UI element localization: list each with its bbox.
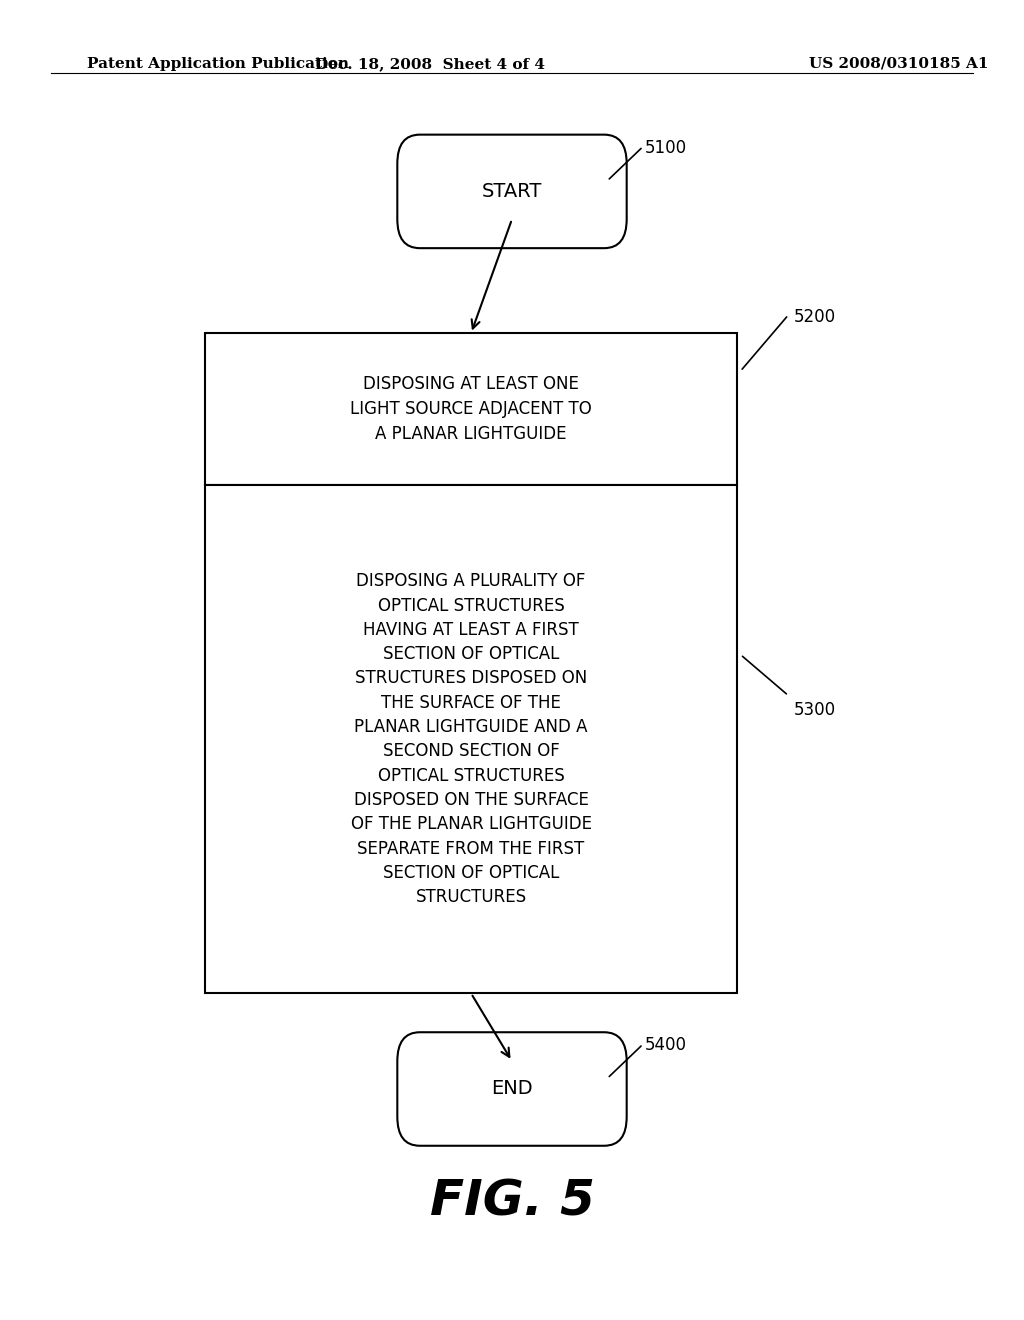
- Text: 5200: 5200: [794, 309, 836, 326]
- Text: 5300: 5300: [794, 701, 836, 719]
- FancyBboxPatch shape: [397, 135, 627, 248]
- Text: START: START: [482, 182, 542, 201]
- Text: US 2008/0310185 A1: US 2008/0310185 A1: [809, 57, 988, 71]
- FancyBboxPatch shape: [397, 1032, 627, 1146]
- Text: Patent Application Publication: Patent Application Publication: [87, 57, 349, 71]
- Bar: [205, 484, 737, 993]
- Text: DISPOSING AT LEAST ONE
LIGHT SOURCE ADJACENT TO
A PLANAR LIGHTGUIDE: DISPOSING AT LEAST ONE LIGHT SOURCE ADJA…: [350, 375, 592, 444]
- Text: FIG. 5: FIG. 5: [429, 1177, 595, 1225]
- Bar: [205, 334, 737, 486]
- Text: Dec. 18, 2008  Sheet 4 of 4: Dec. 18, 2008 Sheet 4 of 4: [315, 57, 545, 71]
- Text: DISPOSING A PLURALITY OF
OPTICAL STRUCTURES
HAVING AT LEAST A FIRST
SECTION OF O: DISPOSING A PLURALITY OF OPTICAL STRUCTU…: [350, 573, 592, 906]
- Text: 5100: 5100: [645, 139, 687, 157]
- Text: END: END: [492, 1080, 532, 1098]
- Text: 5400: 5400: [645, 1036, 687, 1055]
